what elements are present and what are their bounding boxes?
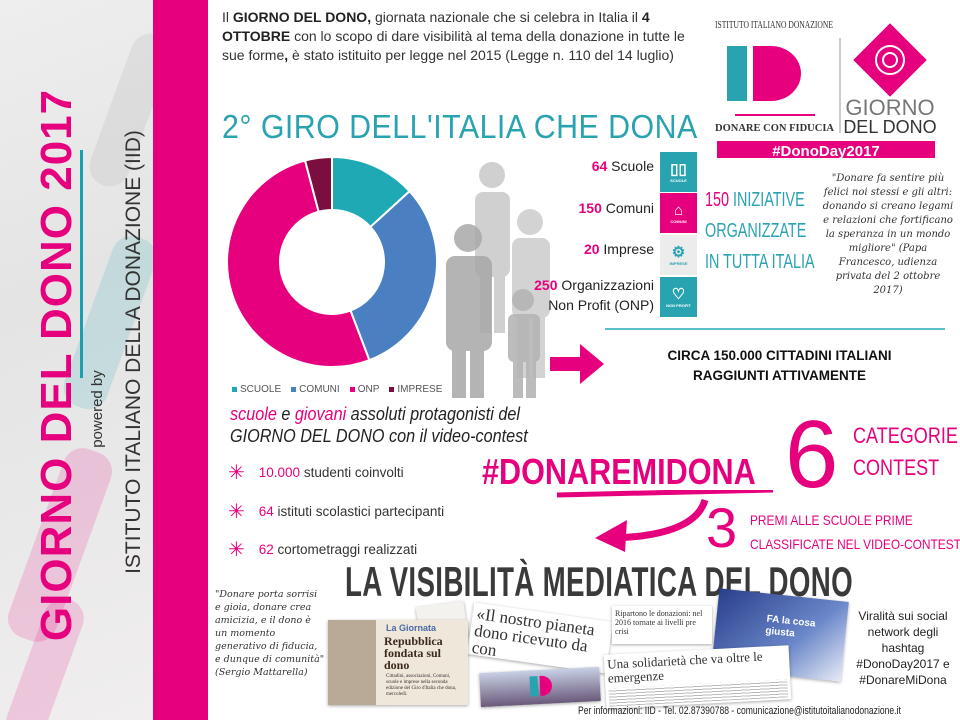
asterisk-icon: ✳ bbox=[228, 501, 245, 523]
stat-imprese: 20 Imprese bbox=[583, 241, 654, 257]
legend-item: ONP bbox=[349, 384, 379, 395]
logo-tagline: DONARE CON FIDUCIA bbox=[715, 123, 834, 134]
contest-hashtag: #DONAREMIDONA bbox=[482, 451, 756, 492]
heart-icon: ♡ bbox=[671, 285, 686, 303]
stat-comuni: 150 Comuni bbox=[578, 200, 655, 216]
intro-paragraph: Il GIORNO DEL DONO, giornata nazionale c… bbox=[222, 9, 685, 63]
gears-icon: ⚙ bbox=[671, 243, 686, 261]
logo-hashtag: #DonoDay2017 bbox=[772, 143, 880, 158]
virality-text: Viralità sui social network degli hashta… bbox=[856, 609, 950, 687]
divider bbox=[605, 328, 945, 330]
book-icon: ▯▯ bbox=[670, 160, 687, 178]
chart-legend: SCUOLE COMUNI ONP IMPRESE bbox=[232, 384, 442, 395]
mattarella-quote: "Donare porta sorrisi e gioia, donare cr… bbox=[215, 589, 325, 678]
logo-brand-2: DEL DONO bbox=[843, 117, 936, 137]
bullet-item: ✳ 64 istituti scolastici partecipanti bbox=[228, 501, 445, 523]
donut-chart bbox=[226, 155, 438, 368]
stat-scuole: 64 Scuole bbox=[591, 158, 654, 174]
arrow-right-icon bbox=[550, 344, 604, 384]
logo-monogram-d bbox=[753, 46, 801, 101]
logo-arc-text: ISTITUTO ITALIANO DONAZIONE bbox=[715, 20, 833, 31]
donut-slice-imprese bbox=[303, 155, 333, 213]
logo-monogram-i bbox=[727, 46, 747, 101]
news-clip-ripartono: Ripartono le donazioni: nel 2016 tornate… bbox=[612, 606, 712, 644]
legend-swatch bbox=[389, 386, 395, 392]
citizens-reached: CIRCA 150.000 CITTADINI ITALIANI RAGGIUNT… bbox=[667, 348, 892, 383]
headline: 2° GIRO DELL'ITALIA CHE DONA bbox=[222, 108, 698, 145]
news-clip-repubblica: La Giornata Repubblica fondata sul dono … bbox=[328, 620, 468, 705]
logo: ISTITUTO ITALIANO DONAZIONE DONARE CON F… bbox=[705, 8, 955, 161]
stat-onp: 250 Organizzazioni Non Profit (ONP) bbox=[534, 277, 654, 313]
vertical-title: GIORNO DEL DONO 2017 bbox=[32, 88, 81, 642]
pink-band bbox=[153, 0, 208, 720]
protagonists-text: scuole e giovani assoluti protagonisti d… bbox=[230, 404, 528, 446]
news-clip-solidarieta: Una solidarietà che va oltre le emergenz… bbox=[603, 645, 792, 709]
donut-slice-onp bbox=[226, 159, 371, 368]
legend-item: IMPRESE bbox=[389, 384, 442, 395]
footer-contact: Per informazioni: IID - Tel. 02.87390788… bbox=[578, 705, 901, 717]
categories-label: CATEGORIE CONTEST bbox=[853, 423, 958, 480]
left-background bbox=[0, 0, 153, 720]
tile-scuole: ▯▯ SCUOLE bbox=[660, 152, 697, 192]
tile-nonprofit: ♡ NON PROFIT bbox=[660, 277, 697, 317]
legend-item: SCUOLE bbox=[232, 384, 281, 395]
donut-slice-comuni bbox=[349, 189, 438, 362]
legend-item: COMUNI bbox=[291, 384, 340, 395]
building-icon: ⌂ bbox=[673, 201, 684, 219]
clip-body: Cittadini, associazioni, Comuni, scuole … bbox=[386, 674, 457, 697]
tile-imprese: ⚙ IMPRESE bbox=[660, 235, 697, 275]
pope-quote: "Donare fa sentire più felici noi stessi… bbox=[822, 173, 954, 296]
tv-still-studio bbox=[479, 666, 601, 708]
curved-arrow-icon bbox=[556, 490, 774, 552]
divider bbox=[80, 150, 83, 378]
tile-comuni: ⌂ COMUNI bbox=[660, 193, 697, 233]
tv-caption: FA la cosa giusta bbox=[764, 613, 817, 640]
prizes-number: 3 bbox=[706, 496, 738, 559]
people-icon bbox=[446, 162, 550, 398]
clip-section: La Giornata bbox=[386, 623, 437, 633]
bullet-item: ✳ 10.000 studenti coinvolti bbox=[228, 462, 404, 484]
asterisk-icon: ✳ bbox=[228, 539, 245, 561]
news-clip-pianeta: «Il nostro pianeta dono ricevuto da con bbox=[467, 602, 613, 674]
logo-brand-1: GIORNO bbox=[845, 95, 934, 120]
initiatives-text: 150 INIZIATIVE ORGANIZZATE IN TUTTA ITALIA bbox=[705, 189, 815, 273]
institute-name: ISTITUTO ITALIANO DELLA DONAZIONE (IID) bbox=[122, 130, 145, 574]
legend-swatch bbox=[291, 386, 297, 392]
photo bbox=[328, 620, 376, 705]
bullet-item: ✳ 62 cortometraggi realizzati bbox=[228, 539, 418, 561]
asterisk-icon: ✳ bbox=[228, 462, 245, 484]
clip-title: Repubblica fondata sul dono bbox=[384, 634, 443, 672]
prizes-label: PREMI ALLE SCUOLE PRIME CLASSIFICATE NEL … bbox=[750, 512, 960, 552]
categories-number: 6 bbox=[785, 401, 839, 508]
legend-swatch bbox=[232, 386, 237, 392]
legend-swatch bbox=[349, 386, 355, 392]
powered-by: powered by bbox=[89, 370, 106, 448]
